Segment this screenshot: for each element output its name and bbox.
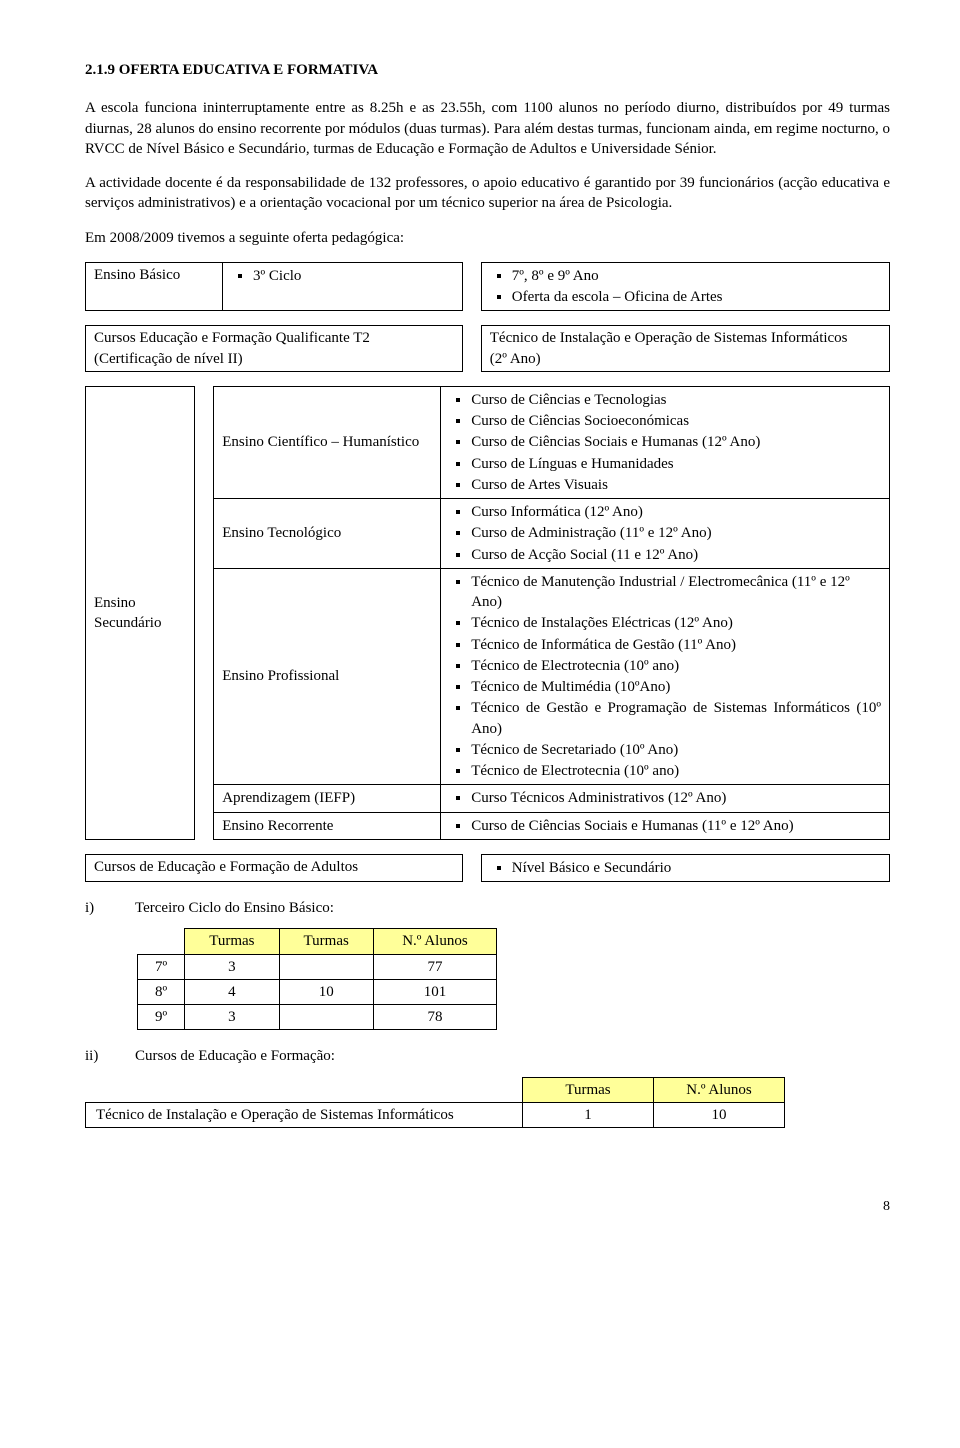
cell: 1 xyxy=(523,1102,654,1127)
list-item: Curso Técnicos Administrativos (12º Ano) xyxy=(471,788,881,808)
list-item: Técnico de Gestão e Programação de Siste… xyxy=(471,698,881,739)
th-turmas: Turmas xyxy=(523,1077,654,1102)
cell-3ciclo: 3º Ciclo xyxy=(253,266,454,286)
offer-row-secundario: Ensino Secundário Ensino Científico – Hu… xyxy=(85,386,890,840)
efas-left: Cursos de Educação e Formação de Adultos xyxy=(86,854,463,881)
cell: 101 xyxy=(373,979,496,1004)
offer-row-efas: Cursos de Educação e Formação de Adultos… xyxy=(85,854,890,882)
grade-cell: 7º xyxy=(138,954,185,979)
sec-items-cell: Curso Técnicos Administrativos (12º Ano) xyxy=(441,785,890,812)
sec-category: Aprendizagem (IEFP) xyxy=(214,785,441,812)
list-item: Técnico de Multimédia (10ºAno) xyxy=(471,677,881,697)
subsection-ii-title: Cursos de Educação e Formação: xyxy=(135,1046,335,1066)
list-item: Curso de Administração (11º e 12º Ano) xyxy=(471,523,881,543)
cell: 3 xyxy=(185,1005,279,1030)
th-nalunos: N.º Alunos xyxy=(654,1077,785,1102)
section-heading: 2.1.9 OFERTA EDUCATIVA E FORMATIVA xyxy=(85,60,890,80)
list-item: Técnico de Manutenção Industrial / Elect… xyxy=(471,572,881,613)
list-item: Curso de Ciências Sociais e Humanas (12º… xyxy=(471,432,881,452)
paragraph-1: A escola funciona ininterruptamente entr… xyxy=(85,98,890,159)
paragraph-3: Em 2008/2009 tivemos a seguinte oferta p… xyxy=(85,228,890,248)
list-item: Técnico de Electrotecnia (10º ano) xyxy=(471,656,881,676)
list-item: Curso de Acção Social (11 e 12º Ano) xyxy=(471,545,881,565)
cell: 4 xyxy=(185,979,279,1004)
cell: 3 xyxy=(185,954,279,979)
list-item: Curso de Línguas e Humanidades xyxy=(471,454,881,474)
section-number: 2.1.9 xyxy=(85,62,115,78)
th-turmas1: Turmas xyxy=(185,929,279,954)
sec-category: Ensino Recorrente xyxy=(214,812,441,839)
list-item: Técnico de Secretariado (10º Ano) xyxy=(471,740,881,760)
offer-row-basico: Ensino Básico 3º Ciclo 7º, 8º e 9º Ano O… xyxy=(85,262,890,312)
cell xyxy=(279,1005,373,1030)
roman-i: i) xyxy=(85,898,105,918)
cef-t2-line2: (Certificação de nível II) xyxy=(94,349,454,369)
th-nalunos: N.º Alunos xyxy=(373,929,496,954)
cell: 77 xyxy=(373,954,496,979)
sec-category: Ensino Científico – Humanístico xyxy=(214,386,441,498)
table-secundario: Ensino Científico – HumanísticoCurso de … xyxy=(213,386,890,840)
cell: 10 xyxy=(654,1102,785,1127)
table-cef: Turmas N.º Alunos Técnico de Instalação … xyxy=(85,1077,785,1129)
cell: 10 xyxy=(279,979,373,1004)
sec-items-cell: Curso de Ciências Sociais e Humanas (11º… xyxy=(441,812,890,839)
list-item: Oferta da escola – Oficina de Artes xyxy=(512,287,881,307)
list-basico-right: 7º, 8º e 9º Ano Oferta da escola – Ofici… xyxy=(490,266,881,308)
page-number: 8 xyxy=(85,1198,890,1217)
subsection-i-title: Terceiro Ciclo do Ensino Básico: xyxy=(135,898,334,918)
cef-row-label: Técnico de Instalação e Operação de Sist… xyxy=(86,1102,523,1127)
cef-t2-right1: Técnico de Instalação e Operação de Sist… xyxy=(490,328,881,348)
grade-cell: 8º xyxy=(138,979,185,1004)
cef-t2-line1: Cursos Educação e Formação Qualificante … xyxy=(94,328,454,348)
subsection-i: i) Terceiro Ciclo do Ensino Básico: xyxy=(85,898,890,918)
cell xyxy=(279,954,373,979)
cell: 78 xyxy=(373,1005,496,1030)
sec-items-cell: Técnico de Manutenção Industrial / Elect… xyxy=(441,568,890,785)
section-title-text: OFERTA EDUCATIVA E FORMATIVA xyxy=(119,62,378,78)
table-terceiro-ciclo: Turmas Turmas N.º Alunos 7º 3 77 8º 4 10… xyxy=(137,928,497,1030)
th-turmas2: Turmas xyxy=(279,929,373,954)
roman-ii: ii) xyxy=(85,1046,105,1066)
sec-items-cell: Curso de Ciências e TecnologiasCurso de … xyxy=(441,386,890,498)
label-ensino-secundario: Ensino Secundário xyxy=(94,593,186,634)
list-item: 7º, 8º e 9º Ano xyxy=(512,266,881,286)
efas-right: Nível Básico e Secundário xyxy=(512,858,881,878)
paragraph-2: A actividade docente é da responsabilida… xyxy=(85,173,890,214)
cell-ensino-basico: Ensino Básico xyxy=(86,262,223,311)
list-item: Curso Informática (12º Ano) xyxy=(471,502,881,522)
subsection-ii: ii) Cursos de Educação e Formação: xyxy=(85,1046,890,1066)
cef-t2-right2: (2º Ano) xyxy=(490,349,881,369)
list-item: Curso de Ciências Socioeconómicas xyxy=(471,411,881,431)
list-item: Técnico de Informática de Gestão (11º An… xyxy=(471,635,881,655)
sec-category: Ensino Profissional xyxy=(214,568,441,785)
sec-category: Ensino Tecnológico xyxy=(214,499,441,569)
list-item: Técnico de Electrotecnia (10º ano) xyxy=(471,761,881,781)
offer-row-cef-t2: Cursos Educação e Formação Qualificante … xyxy=(85,325,890,372)
list-item: Técnico de Instalações Eléctricas (12º A… xyxy=(471,613,881,633)
list-item: Curso de Ciências Sociais e Humanas (11º… xyxy=(471,816,881,836)
list-item: Curso de Ciências e Tecnologias xyxy=(471,390,881,410)
list-item: Curso de Artes Visuais xyxy=(471,475,881,495)
grade-cell: 9º xyxy=(138,1005,185,1030)
sec-items-cell: Curso Informática (12º Ano)Curso de Admi… xyxy=(441,499,890,569)
